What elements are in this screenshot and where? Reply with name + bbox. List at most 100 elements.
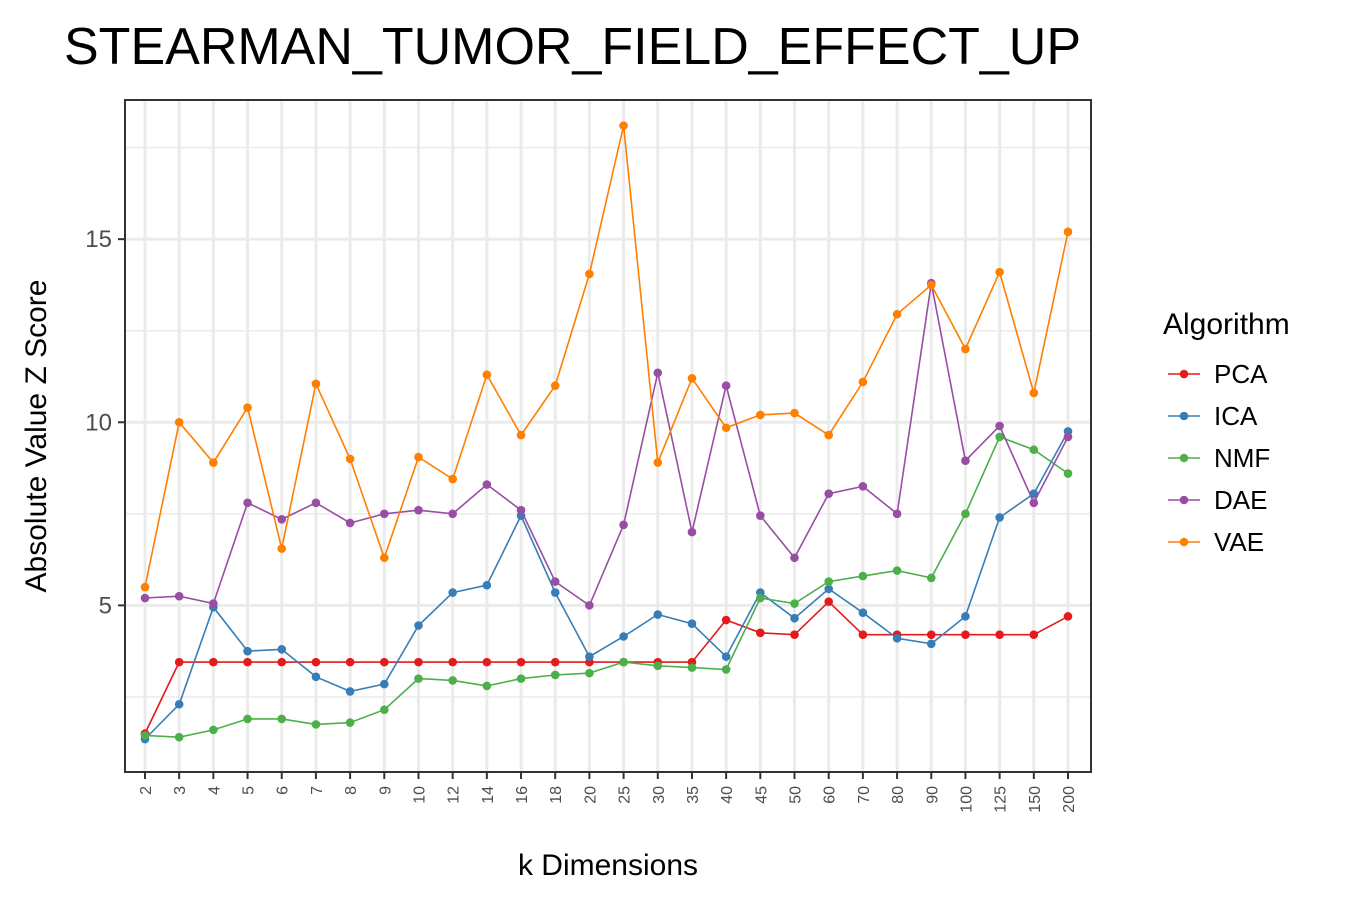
data-point-ica [961,612,970,621]
plot-border [124,99,1092,773]
data-point-dae [995,421,1004,431]
x-tick-label: 150 [1027,786,1044,813]
data-point-vae [174,417,184,427]
data-point-dae [721,381,731,390]
data-point-ica [277,645,287,654]
x-tick-label: 80 [890,786,907,804]
data-point-vae [414,452,423,462]
data-point-nmf [585,668,594,678]
data-point-nmf [550,670,560,680]
data-point-vae [550,381,560,390]
data-point-nmf [1029,445,1039,455]
series-line-ica [144,431,1069,740]
series-dae [140,278,1073,610]
data-point-pca [926,630,936,639]
data-point-dae [516,505,526,515]
series-line-dae [144,282,1069,607]
data-point-vae [995,267,1004,277]
legend-label: DAE [1214,485,1267,515]
data-point-nmf [653,661,663,671]
data-point-ica [1029,489,1039,498]
data-point-vae [482,370,492,379]
series-layer [140,121,1073,744]
data-point-vae [687,374,697,383]
data-point-dae [858,482,868,491]
x-tick-label: 12 [446,786,463,804]
data-point-vae [961,344,970,354]
data-point-nmf [619,657,628,667]
data-point-vae [926,280,936,290]
data-point-dae [1063,432,1073,442]
data-point-ica [721,652,731,661]
data-point-nmf [174,732,184,742]
series-line-nmf [144,435,1069,739]
data-point-nmf [448,676,457,685]
data-point-dae [209,599,218,608]
series-ica [140,427,1073,744]
data-point-nmf [277,714,287,724]
x-tick-label: 40 [719,786,736,804]
data-point-ica [448,588,457,597]
y-tick-label: 5 [99,592,112,619]
x-tick-label: 20 [582,786,599,804]
legend-item-nmf: NMF [1168,443,1270,473]
legend-title: Algorithm [1163,308,1290,341]
data-point-nmf [311,720,321,729]
data-point-vae [585,269,594,279]
data-point-vae [721,423,731,433]
data-point-ica [311,672,321,682]
data-point-ica [995,513,1004,522]
data-point-dae [174,591,184,601]
data-point-pca [824,597,833,607]
legend-label: VAE [1214,527,1264,557]
x-tick-label: 10 [411,786,428,804]
data-point-pca [858,630,868,639]
data-point-ica [550,588,560,597]
data-point-pca [414,657,423,667]
data-point-vae [653,458,663,467]
data-point-pca [209,657,218,667]
data-point-pca [448,657,457,667]
data-point-vae [243,403,252,412]
x-tick-label: 45 [753,786,770,804]
x-tick-label: 5 [241,786,258,795]
data-point-dae [379,509,389,519]
legend-item-ica: ICA [1168,401,1258,431]
legend-label: ICA [1214,401,1258,431]
data-point-vae [516,430,526,440]
y-tick-label: 10 [85,409,112,436]
data-point-vae [892,309,902,319]
data-point-vae [619,121,628,130]
plot-area [124,99,1092,773]
data-point-pca [995,630,1004,639]
legend-key-point [1179,411,1189,421]
legend-item-dae: DAE [1168,485,1267,515]
legend-key-point [1179,453,1189,463]
x-tick-label: 70 [856,786,873,804]
x-tick-label: 3 [172,786,189,795]
x-tick-label: 7 [309,786,326,795]
data-point-dae [1029,498,1039,508]
data-point-nmf [243,714,252,724]
data-point-ica [687,619,697,628]
data-point-ica [345,687,355,696]
data-point-vae [209,458,218,467]
data-point-pca [721,615,731,625]
data-point-dae [585,601,594,610]
data-point-dae [756,511,765,520]
data-point-ica [379,679,389,689]
data-point-dae [961,456,970,466]
data-point-ica [414,621,423,630]
data-point-pca [1063,612,1073,621]
legend-label: PCA [1214,359,1268,389]
data-point-nmf [1063,469,1073,478]
data-point-nmf [892,566,902,575]
y-tick-label: 15 [85,226,112,253]
data-point-vae [756,410,765,420]
data-point-nmf [824,577,833,586]
series-line-vae [144,125,1069,588]
data-point-ica [482,580,492,590]
x-axis: 2 3 4 5 6 7 8 9 10 12 14 16 18 20 25 30 35 40 45 50 60 70 80 90… [138,772,1078,813]
data-point-pca [482,657,492,667]
legend-item-pca: PCA [1168,359,1268,389]
